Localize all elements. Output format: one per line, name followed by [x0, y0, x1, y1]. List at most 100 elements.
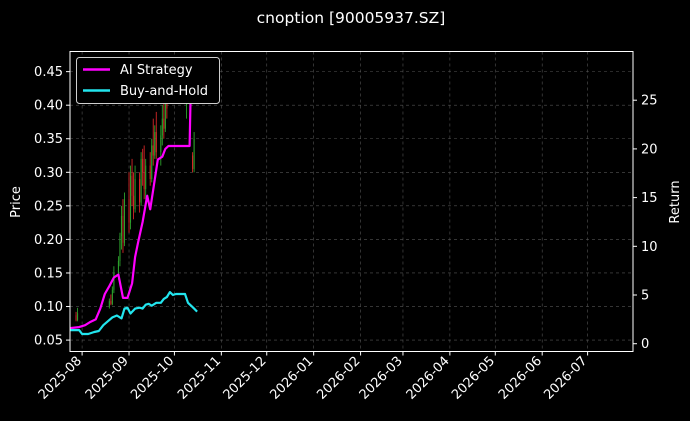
candle	[142, 148, 144, 186]
y-axis-label-right: Return	[668, 180, 683, 223]
candle-body	[149, 165, 151, 180]
candle	[119, 232, 121, 267]
chart-title: cnoption [90005937.SZ]	[257, 9, 446, 27]
candle	[140, 152, 142, 206]
candle-body	[161, 118, 163, 136]
candle	[163, 98, 165, 139]
candle-body	[154, 132, 156, 156]
y-tick-label: 0.05	[34, 334, 63, 349]
candle-body	[160, 135, 162, 153]
series-line-buy-and-hold	[70, 291, 198, 336]
y-tick-label: 0.35	[34, 132, 63, 147]
x-tick-label: 2025-12	[221, 354, 270, 403]
candle	[75, 311, 77, 322]
legend-box	[76, 57, 220, 104]
candle	[192, 152, 194, 173]
candle	[152, 118, 154, 166]
x-tick-label: 2026-01	[267, 354, 316, 403]
candle	[155, 111, 157, 159]
candle-body	[155, 132, 157, 153]
candle	[133, 172, 135, 220]
y2-tick-label: 0	[641, 337, 649, 352]
y-axis-label-left: Price	[9, 186, 24, 218]
candle-body	[152, 145, 154, 156]
candle-body	[139, 179, 141, 203]
plot-frame	[69, 51, 634, 352]
candle-body	[117, 260, 119, 273]
candle	[111, 286, 113, 306]
legend-label-buy-and-hold: Buy-and-Hold	[120, 84, 208, 99]
candle-body	[134, 179, 136, 210]
x-tick-label: 2026-03	[357, 354, 406, 403]
candle	[160, 125, 162, 166]
x-tick-label: 2026-07	[541, 354, 590, 403]
grid	[70, 51, 633, 352]
series-line-ai-strategy	[70, 61, 194, 330]
candle-body	[122, 215, 124, 243]
y2-tick-label: 20	[641, 142, 658, 157]
axes: 2025-082025-092025-102025-112025-122026-…	[34, 65, 658, 403]
candle-body	[130, 175, 132, 223]
y-tick-label: 0.15	[34, 266, 63, 281]
candle	[122, 199, 124, 253]
candle	[110, 294, 112, 306]
candle-body	[119, 236, 121, 261]
x-tick-label: 2025-08	[36, 354, 85, 403]
candle-body	[193, 138, 195, 169]
x-tick-label: 2026-05	[449, 354, 498, 403]
candle	[145, 158, 147, 200]
candle	[108, 298, 110, 309]
y-tick-label: 0.40	[34, 99, 63, 114]
candle-body	[143, 172, 145, 190]
y-tick-label: 0.20	[34, 233, 63, 248]
candle-body	[142, 158, 144, 173]
candle	[77, 307, 79, 322]
x-tick-label: 2026-04	[404, 354, 453, 403]
candle	[131, 158, 133, 206]
candle	[151, 138, 153, 183]
candle-body	[192, 155, 194, 169]
x-tick-label: 2025-10	[128, 354, 177, 403]
candle	[161, 105, 163, 146]
candle-body	[111, 289, 113, 304]
plot-area	[70, 61, 198, 336]
candle-body	[131, 175, 133, 196]
y2-tick-label: 15	[641, 191, 658, 206]
candle-body	[151, 145, 153, 180]
candle	[193, 132, 195, 173]
x-tick-label: 2025-11	[175, 354, 224, 403]
candle-body	[133, 195, 135, 210]
candle	[130, 165, 132, 230]
candle	[139, 172, 141, 213]
candle	[120, 205, 122, 250]
candle-body	[108, 301, 110, 307]
candle-body	[145, 165, 147, 190]
candle-body	[120, 215, 122, 237]
candle	[154, 125, 156, 159]
x-tick-label: 2025-09	[83, 354, 132, 403]
y-tick-label: 0.25	[34, 199, 63, 214]
legend: AI Strategy Buy-and-Hold	[76, 57, 220, 104]
candle-body	[163, 118, 165, 129]
candle-body	[110, 301, 112, 304]
candle	[123, 192, 126, 247]
y-tick-label: 0.45	[34, 65, 63, 80]
legend-label-ai-strategy: AI Strategy	[120, 63, 193, 78]
y-tick-label: 0.10	[34, 300, 63, 315]
candle-body	[77, 313, 79, 320]
candle	[128, 172, 130, 233]
candle	[149, 152, 151, 186]
x-tick-label: 2026-02	[314, 354, 363, 403]
candle-body	[128, 199, 130, 223]
y2-tick-label: 25	[641, 94, 658, 109]
y-tick-label: 0.30	[34, 166, 63, 181]
x-tick-label: 2026-06	[496, 354, 545, 403]
candle-body	[123, 199, 126, 243]
candle	[143, 145, 145, 200]
y2-tick-label: 10	[641, 240, 658, 255]
candle-body	[75, 315, 77, 320]
candle-body	[140, 158, 142, 203]
candle	[134, 165, 136, 213]
candle-body	[164, 98, 166, 129]
